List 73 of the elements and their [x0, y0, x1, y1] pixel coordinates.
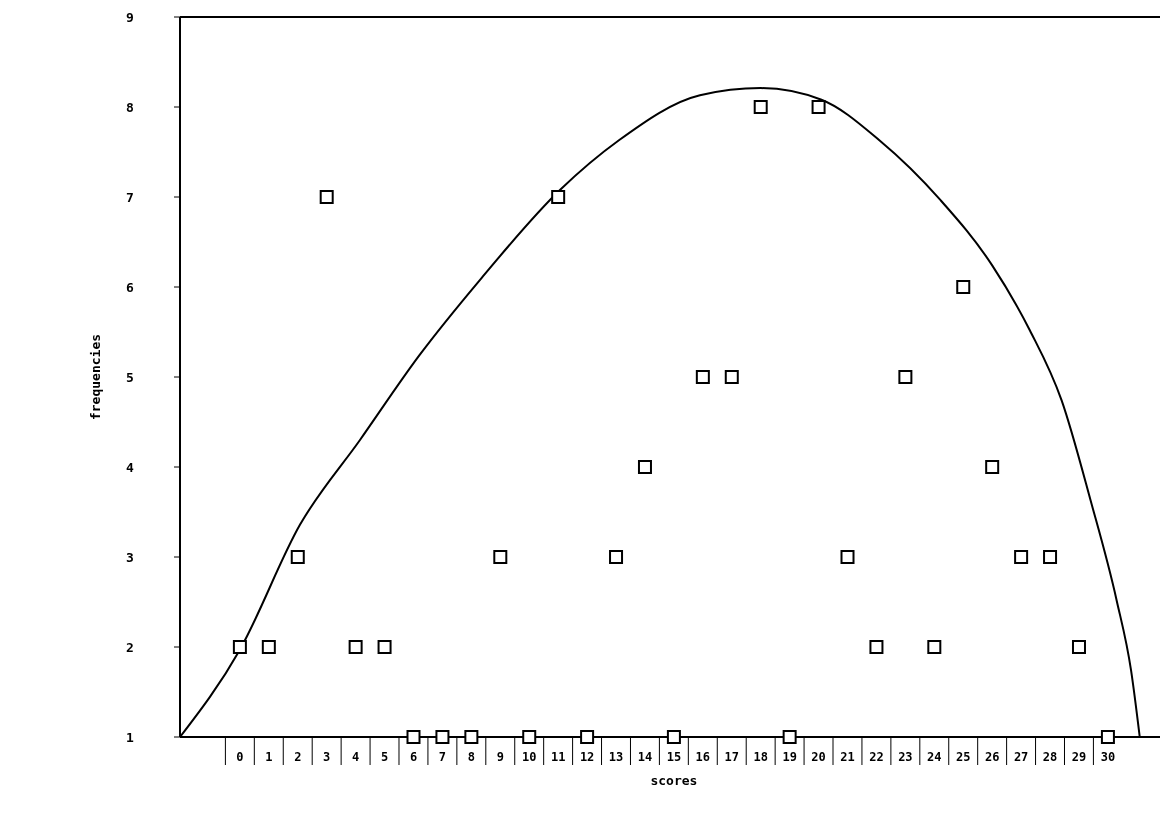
x-tick-label: 21: [840, 750, 855, 764]
point: [522, 730, 537, 744]
x-tick-label: 22: [869, 750, 884, 764]
point: [666, 730, 681, 744]
point: [406, 730, 421, 744]
x-tick-label: 2: [294, 750, 302, 764]
x-tick-label: 4: [352, 750, 360, 764]
x-tick-label: 10: [522, 750, 537, 764]
x-tick-label: 20: [811, 750, 826, 764]
x-axis-title: scores: [650, 773, 698, 788]
x-tick-label: 13: [608, 750, 624, 764]
point: [869, 640, 884, 654]
x-tick-label: 24: [927, 750, 942, 764]
point: [609, 550, 624, 564]
x-tick-label: 15: [666, 750, 682, 764]
point: [985, 460, 1000, 474]
x-tick-label: 1: [265, 750, 273, 764]
y-tick-label: 8: [126, 100, 135, 115]
x-tick-label: 3: [323, 750, 331, 764]
y-tick-label: 7: [126, 190, 134, 205]
point: [898, 370, 913, 384]
point: [261, 640, 276, 654]
x-tick-label: 7: [438, 750, 447, 764]
point: [319, 190, 334, 204]
x-tick-label: 18: [753, 750, 768, 764]
x-tick-label: 14: [637, 750, 653, 764]
x-tick-label: 19: [782, 750, 797, 764]
point: [435, 730, 450, 744]
point: [1014, 550, 1029, 564]
x-tick-label: 11: [550, 750, 566, 764]
x-tick-label: 9: [496, 750, 504, 764]
point: [1100, 730, 1115, 744]
x-tick-label: 23: [898, 750, 913, 764]
x-tick-label: 28: [1042, 750, 1058, 764]
x-tick-label: 29: [1071, 750, 1087, 764]
point: [695, 370, 710, 384]
x-tick-label: 26: [984, 750, 1000, 764]
point: [493, 550, 508, 564]
x-tick-label: 30: [1100, 750, 1116, 764]
y-tick-label: 5: [126, 370, 134, 385]
point: [753, 100, 768, 114]
point: [348, 640, 363, 654]
x-tick-label: 0: [236, 750, 244, 764]
y-tick-label: 4: [126, 460, 135, 475]
point: [1043, 550, 1058, 564]
y-tick-label: 1: [126, 730, 135, 745]
x-tick-label: 27: [1013, 750, 1029, 764]
point: [290, 550, 305, 564]
x-tick-label: 5: [380, 750, 389, 764]
point: [637, 460, 652, 474]
x-tick-label: 16: [695, 750, 711, 764]
point: [377, 640, 392, 654]
x-tick-label: 8: [467, 750, 475, 764]
point: [927, 640, 942, 654]
y-axis-title: frequencies: [88, 333, 103, 421]
x-tick-label: 17: [724, 750, 739, 764]
y-tick-label: 6: [126, 280, 135, 295]
point: [782, 730, 797, 744]
point: [464, 730, 479, 744]
point: [956, 280, 971, 294]
y-tick-label: 9: [126, 10, 134, 25]
x-tick-label: 25: [956, 750, 971, 764]
point: [724, 370, 739, 384]
y-tick-label: 3: [126, 550, 134, 565]
point: [811, 100, 826, 114]
point: [840, 550, 855, 564]
point: [551, 190, 566, 204]
point: [1071, 640, 1086, 654]
point: [580, 730, 595, 744]
x-tick-label: 12: [579, 750, 595, 764]
x-tick-label: 6: [409, 750, 418, 764]
point: [232, 640, 247, 654]
y-tick-label: 2: [126, 640, 134, 655]
